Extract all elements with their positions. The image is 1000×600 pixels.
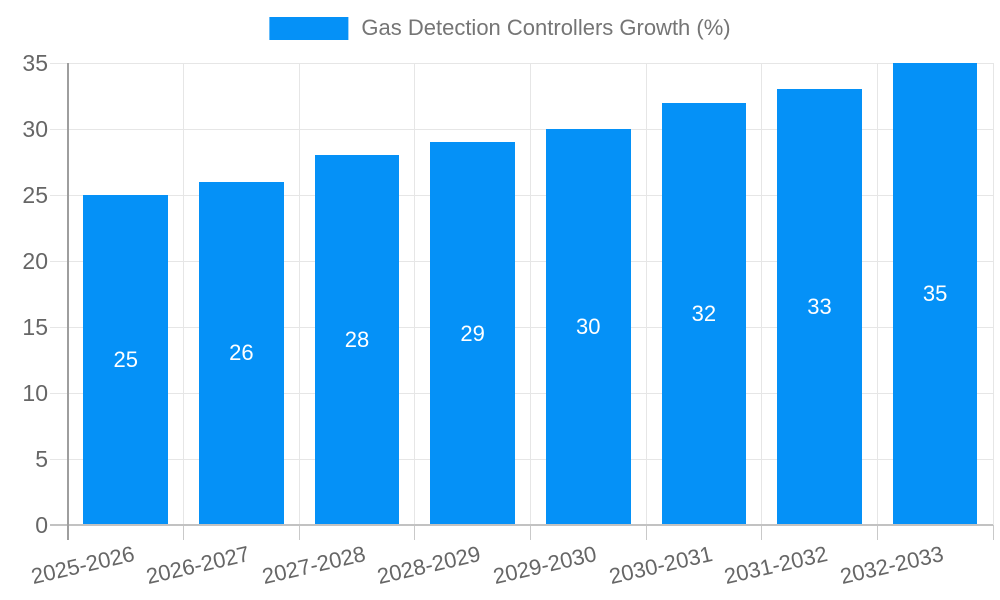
y-tick-label: 5 [35,446,48,472]
y-tick-label: 25 [22,182,48,208]
y-tick-label: 0 [35,512,48,538]
legend-label: Gas Detection Controllers Growth (%) [361,15,731,40]
y-tick-label: 30 [22,116,48,142]
x-tick-label: 2029-2030 [490,541,599,590]
x-tick-mark [530,525,531,540]
bar[interactable] [430,142,515,524]
x-gridline [761,63,763,525]
bar-value-label: 32 [691,300,717,326]
bar-value-label: 35 [922,281,948,306]
y-tick-label: 15 [22,314,48,340]
x-gridline [530,63,531,525]
bar[interactable] [661,102,747,524]
x-tick-label: 2026-2027 [143,541,253,590]
x-gridline [876,63,878,525]
bar[interactable] [314,155,400,524]
bar-value-label: 25 [113,347,139,372]
x-tick-label: 2025-2026 [28,541,137,590]
x-gridline [298,63,300,525]
y-tick-label: 10 [22,380,48,406]
x-gridline [645,63,647,525]
bar[interactable] [83,195,169,524]
x-tick-label: 2028-2029 [375,541,484,590]
y-gridline [50,194,993,196]
x-tick-mark [414,525,416,540]
bar[interactable] [199,181,284,524]
x-tick-mark [298,525,300,540]
bar-value-label: 26 [229,340,254,366]
x-tick-label: 2032-2033 [837,541,946,590]
y-gridline [50,458,993,460]
y-gridline [50,62,993,64]
x-tick-mark [645,525,647,540]
x-tick-label: 2031-2032 [722,541,831,590]
x-tick-mark [876,525,878,540]
bar[interactable] [777,89,862,524]
y-gridline [50,128,993,130]
x-tick-mark [183,525,185,540]
bar-value-label: 28 [344,327,370,353]
bar-value-label: 33 [807,294,832,320]
legend-swatch [269,16,349,40]
x-gridline [183,63,185,525]
x-gridline [414,63,416,525]
y-gridline [50,260,993,262]
legend-item[interactable]: Gas Detection Controllers Growth (%) [269,15,731,41]
y-tick-label: 20 [22,248,48,274]
bar[interactable] [545,129,631,524]
x-gridline [992,63,994,525]
bar[interactable] [892,63,978,524]
y-tick-label: 35 [22,50,48,76]
y-gridline [50,326,993,328]
y-gridline [50,392,993,394]
bar-value-label: 29 [460,320,485,346]
bar-value-label: 30 [576,314,601,339]
x-axis-line [50,524,993,526]
x-tick-label: 2030-2031 [606,541,715,590]
y-axis-line [67,63,69,540]
x-tick-label: 2027-2028 [259,541,368,590]
x-tick-mark [992,525,994,540]
x-tick-mark [761,525,763,540]
